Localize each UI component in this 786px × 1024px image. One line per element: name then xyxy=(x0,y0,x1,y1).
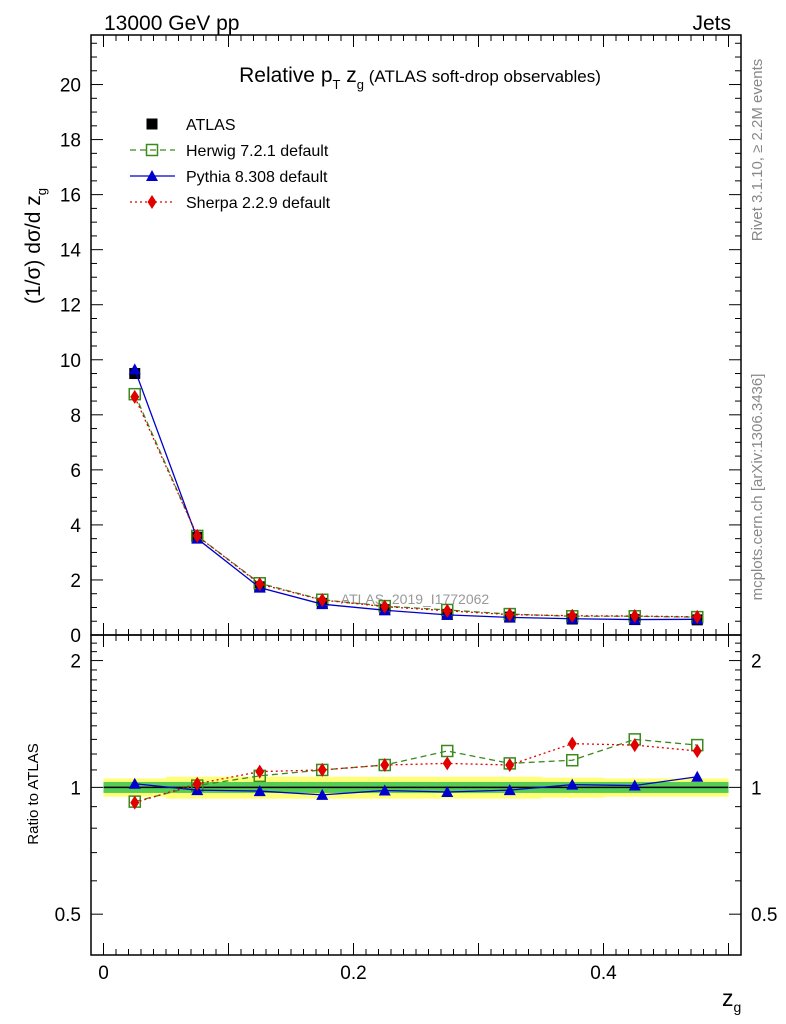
ratio-point xyxy=(566,778,579,790)
ratio-y-axis-label: Ratio to ATLAS xyxy=(25,743,42,844)
ratio-series-line xyxy=(134,742,698,804)
series-line xyxy=(134,369,698,621)
ratio-point xyxy=(441,744,454,758)
ratio-y-tick-label: 1 xyxy=(70,778,81,799)
data-point xyxy=(255,577,265,592)
ratio-point xyxy=(567,736,577,751)
data-point xyxy=(567,608,577,623)
y-tick-label: 12 xyxy=(60,296,81,317)
ratio-point xyxy=(503,784,516,796)
data-point xyxy=(505,607,515,622)
y-axis-label: (1/σ) dσ/d zg xyxy=(22,188,49,304)
y-tick-label: 10 xyxy=(60,351,81,372)
y-tick-label: 14 xyxy=(60,241,82,262)
legend-marker xyxy=(146,170,158,181)
ratio-point xyxy=(505,758,515,773)
ratio-y-tick-label: 0.5 xyxy=(55,905,81,926)
ratio-point xyxy=(253,785,266,797)
ratio-point xyxy=(192,776,202,791)
ratio-point xyxy=(317,762,327,777)
ratio-y-tick-label-right: 1 xyxy=(751,778,762,799)
ratio-point xyxy=(566,753,579,767)
legend-marker xyxy=(145,143,159,157)
y-tick-label: 4 xyxy=(70,516,81,537)
x-tick-label: 0.2 xyxy=(340,963,366,984)
ratio-point xyxy=(130,795,140,810)
header-left-label: 13000 GeV pp xyxy=(104,12,239,35)
y-tick-label: 20 xyxy=(60,76,81,97)
ratio-point xyxy=(442,756,452,771)
ratio-point xyxy=(628,779,641,791)
data-point xyxy=(128,363,141,375)
data-point xyxy=(380,599,390,614)
x-axis-label: zg xyxy=(722,985,741,1015)
mcplots-label: mcplots.cern.ch [arXiv:1306.3436] xyxy=(749,374,766,601)
header-right-label: Jets xyxy=(692,12,731,35)
data-point xyxy=(317,593,327,608)
rivet-version-label: Rivet 3.1.10, ≥ 2.2M events xyxy=(749,59,766,242)
ratio-series-line xyxy=(134,776,698,796)
series-line xyxy=(134,396,698,618)
ratio-point xyxy=(316,788,329,800)
y-tick-label: 2 xyxy=(70,571,81,592)
ratio-point xyxy=(441,786,454,798)
data-point xyxy=(130,389,140,404)
y-tick-label: 0 xyxy=(70,626,81,647)
y-tick-label: 16 xyxy=(60,186,81,207)
main-title: Relative pT zg (ATLAS soft-drop observab… xyxy=(239,64,601,92)
y-tick-label: 8 xyxy=(70,406,81,427)
ratio-point xyxy=(255,764,265,779)
legend-label: Pythia 8.308 default xyxy=(186,169,328,186)
ratio-point xyxy=(630,738,640,753)
legend-marker xyxy=(146,118,158,130)
legend-marker xyxy=(147,195,157,209)
data-point xyxy=(442,603,452,618)
x-tick-label: 0.4 xyxy=(590,963,617,984)
ratio-point xyxy=(128,777,141,789)
ratio-y-tick-label-right: 0.5 xyxy=(751,905,777,926)
ratio-point xyxy=(692,743,702,758)
data-point xyxy=(630,609,640,624)
data-point xyxy=(692,609,702,624)
legend-label: Herwig 7.2.1 default xyxy=(186,143,329,160)
y-tick-label: 18 xyxy=(60,131,81,152)
ratio-y-tick-label-right: 2 xyxy=(751,652,762,673)
legend-label: ATLAS xyxy=(186,117,236,134)
ratio-y-tick-label: 2 xyxy=(70,652,81,673)
ratio-point xyxy=(380,758,390,773)
legend-label: Sherpa 2.2.9 default xyxy=(186,195,331,212)
ratio-series-line xyxy=(134,738,698,803)
data-point xyxy=(192,528,202,543)
series-line xyxy=(134,393,698,618)
y-tick-label: 6 xyxy=(70,461,81,482)
x-tick-label: 0 xyxy=(98,963,109,984)
ratio-point xyxy=(378,784,391,796)
ratio-point xyxy=(691,770,704,782)
analysis-watermark: ATLAS_2019_I1772062 xyxy=(341,591,490,607)
